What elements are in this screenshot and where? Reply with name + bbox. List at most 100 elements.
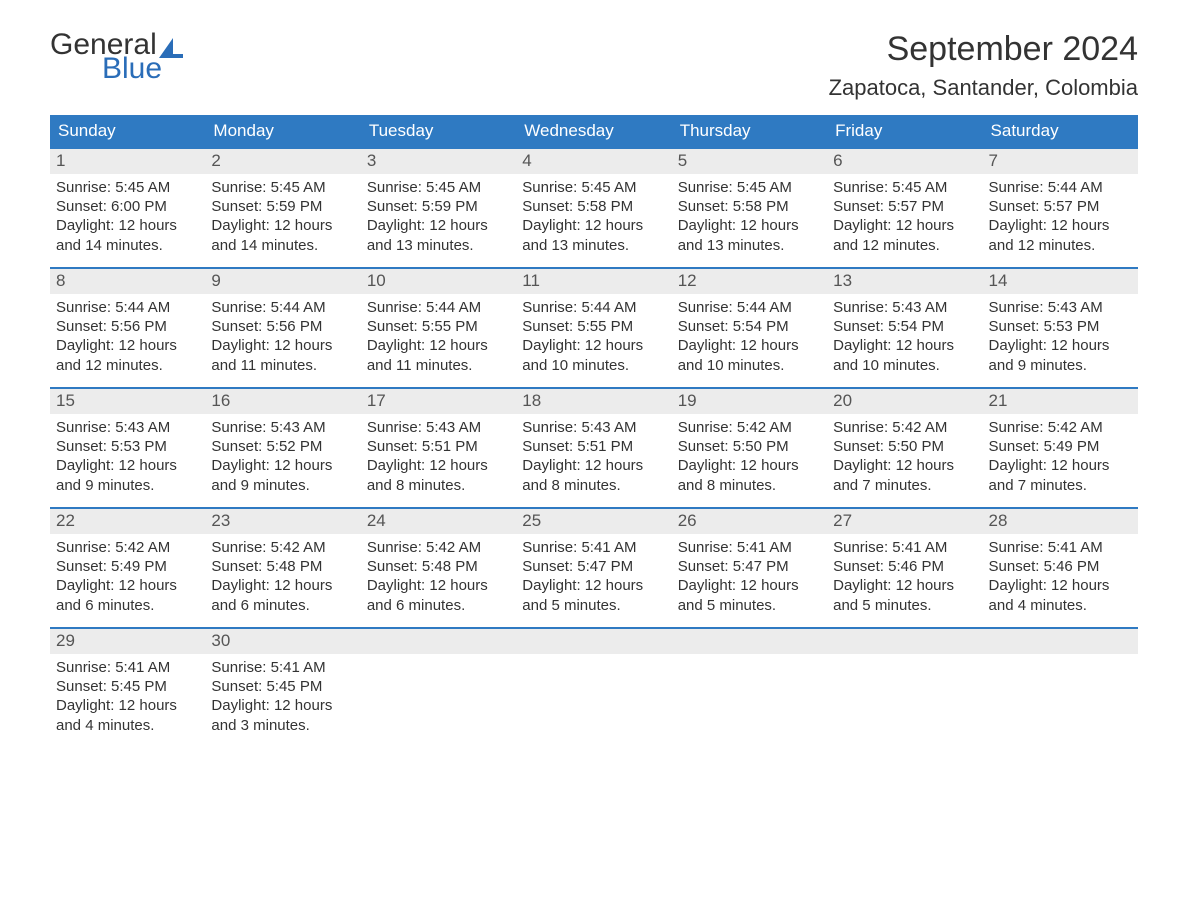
day-body: Sunrise: 5:42 AM Sunset: 5:50 PM Dayligh… bbox=[827, 414, 982, 495]
sunset-text: Sunset: 5:57 PM bbox=[989, 197, 1132, 216]
sunset-text: Sunset: 5:47 PM bbox=[678, 557, 821, 576]
daylight-text-1: Daylight: 12 hours bbox=[989, 336, 1132, 355]
sunset-text: Sunset: 5:46 PM bbox=[989, 557, 1132, 576]
day-number: 6 bbox=[827, 149, 982, 174]
daylight-text-2: and 12 minutes. bbox=[56, 356, 199, 375]
day-body: Sunrise: 5:44 AM Sunset: 5:56 PM Dayligh… bbox=[50, 294, 205, 375]
day-cell: 27 Sunrise: 5:41 AM Sunset: 5:46 PM Dayl… bbox=[827, 509, 982, 627]
day-cell: 14 Sunrise: 5:43 AM Sunset: 5:53 PM Dayl… bbox=[983, 269, 1138, 387]
day-body: Sunrise: 5:43 AM Sunset: 5:53 PM Dayligh… bbox=[50, 414, 205, 495]
sunrise-text: Sunrise: 5:44 AM bbox=[367, 298, 510, 317]
day-cell: 25 Sunrise: 5:41 AM Sunset: 5:47 PM Dayl… bbox=[516, 509, 671, 627]
sunrise-text: Sunrise: 5:41 AM bbox=[522, 538, 665, 557]
sunset-text: Sunset: 5:52 PM bbox=[211, 437, 354, 456]
daylight-text-2: and 11 minutes. bbox=[367, 356, 510, 375]
daylight-text-2: and 5 minutes. bbox=[678, 596, 821, 615]
dow-cell: Monday bbox=[205, 115, 360, 147]
day-cell: 11 Sunrise: 5:44 AM Sunset: 5:55 PM Dayl… bbox=[516, 269, 671, 387]
sunset-text: Sunset: 5:48 PM bbox=[367, 557, 510, 576]
daylight-text-1: Daylight: 12 hours bbox=[833, 576, 976, 595]
day-number: 20 bbox=[827, 389, 982, 414]
calendar: Sunday Monday Tuesday Wednesday Thursday… bbox=[50, 115, 1138, 747]
day-number: 28 bbox=[983, 509, 1138, 534]
day-number: 13 bbox=[827, 269, 982, 294]
sunset-text: Sunset: 5:57 PM bbox=[833, 197, 976, 216]
daylight-text-2: and 10 minutes. bbox=[833, 356, 976, 375]
daylight-text-1: Daylight: 12 hours bbox=[989, 576, 1132, 595]
daylight-text-2: and 13 minutes. bbox=[522, 236, 665, 255]
week-row: 15 Sunrise: 5:43 AM Sunset: 5:53 PM Dayl… bbox=[50, 387, 1138, 507]
sunrise-text: Sunrise: 5:43 AM bbox=[367, 418, 510, 437]
day-body: Sunrise: 5:41 AM Sunset: 5:46 PM Dayligh… bbox=[827, 534, 982, 615]
daylight-text-2: and 8 minutes. bbox=[367, 476, 510, 495]
day-cell-empty bbox=[827, 629, 982, 747]
day-cell: 30 Sunrise: 5:41 AM Sunset: 5:45 PM Dayl… bbox=[205, 629, 360, 747]
sunrise-text: Sunrise: 5:45 AM bbox=[367, 178, 510, 197]
daylight-text-1: Daylight: 12 hours bbox=[367, 336, 510, 355]
day-cell: 22 Sunrise: 5:42 AM Sunset: 5:49 PM Dayl… bbox=[50, 509, 205, 627]
sunset-text: Sunset: 5:49 PM bbox=[56, 557, 199, 576]
day-number: 25 bbox=[516, 509, 671, 534]
sunset-text: Sunset: 5:49 PM bbox=[989, 437, 1132, 456]
day-number: 21 bbox=[983, 389, 1138, 414]
daylight-text-1: Daylight: 12 hours bbox=[56, 456, 199, 475]
daylight-text-1: Daylight: 12 hours bbox=[211, 576, 354, 595]
day-number: 18 bbox=[516, 389, 671, 414]
daylight-text-2: and 13 minutes. bbox=[678, 236, 821, 255]
day-body: Sunrise: 5:41 AM Sunset: 5:47 PM Dayligh… bbox=[672, 534, 827, 615]
day-body: Sunrise: 5:45 AM Sunset: 5:57 PM Dayligh… bbox=[827, 174, 982, 255]
day-body: Sunrise: 5:45 AM Sunset: 5:59 PM Dayligh… bbox=[361, 174, 516, 255]
day-number: 16 bbox=[205, 389, 360, 414]
sunrise-text: Sunrise: 5:42 AM bbox=[367, 538, 510, 557]
day-number bbox=[516, 629, 671, 654]
week-row: 29 Sunrise: 5:41 AM Sunset: 5:45 PM Dayl… bbox=[50, 627, 1138, 747]
day-cell: 10 Sunrise: 5:44 AM Sunset: 5:55 PM Dayl… bbox=[361, 269, 516, 387]
daylight-text-1: Daylight: 12 hours bbox=[211, 336, 354, 355]
day-body: Sunrise: 5:44 AM Sunset: 5:54 PM Dayligh… bbox=[672, 294, 827, 375]
sunset-text: Sunset: 5:46 PM bbox=[833, 557, 976, 576]
day-cell-empty bbox=[983, 629, 1138, 747]
daylight-text-1: Daylight: 12 hours bbox=[833, 216, 976, 235]
daylight-text-2: and 8 minutes. bbox=[522, 476, 665, 495]
day-cell-empty bbox=[516, 629, 671, 747]
daylight-text-2: and 9 minutes. bbox=[989, 356, 1132, 375]
day-number: 12 bbox=[672, 269, 827, 294]
sunrise-text: Sunrise: 5:45 AM bbox=[56, 178, 199, 197]
day-body: Sunrise: 5:45 AM Sunset: 5:58 PM Dayligh… bbox=[672, 174, 827, 255]
day-cell: 21 Sunrise: 5:42 AM Sunset: 5:49 PM Dayl… bbox=[983, 389, 1138, 507]
daylight-text-2: and 12 minutes. bbox=[989, 236, 1132, 255]
sunrise-text: Sunrise: 5:44 AM bbox=[522, 298, 665, 317]
day-number bbox=[827, 629, 982, 654]
sunrise-text: Sunrise: 5:42 AM bbox=[989, 418, 1132, 437]
daylight-text-2: and 7 minutes. bbox=[833, 476, 976, 495]
day-cell-empty bbox=[361, 629, 516, 747]
day-body: Sunrise: 5:42 AM Sunset: 5:50 PM Dayligh… bbox=[672, 414, 827, 495]
sunrise-text: Sunrise: 5:41 AM bbox=[989, 538, 1132, 557]
sunset-text: Sunset: 5:50 PM bbox=[833, 437, 976, 456]
day-body: Sunrise: 5:45 AM Sunset: 5:59 PM Dayligh… bbox=[205, 174, 360, 255]
sunrise-text: Sunrise: 5:41 AM bbox=[211, 658, 354, 677]
day-cell: 8 Sunrise: 5:44 AM Sunset: 5:56 PM Dayli… bbox=[50, 269, 205, 387]
brand-logo: General Blue bbox=[50, 30, 183, 84]
day-number: 30 bbox=[205, 629, 360, 654]
daylight-text-1: Daylight: 12 hours bbox=[211, 456, 354, 475]
daylight-text-2: and 10 minutes. bbox=[522, 356, 665, 375]
day-body: Sunrise: 5:41 AM Sunset: 5:47 PM Dayligh… bbox=[516, 534, 671, 615]
daylight-text-2: and 10 minutes. bbox=[678, 356, 821, 375]
day-number: 14 bbox=[983, 269, 1138, 294]
dow-cell: Sunday bbox=[50, 115, 205, 147]
daylight-text-2: and 6 minutes. bbox=[367, 596, 510, 615]
week-row: 1 Sunrise: 5:45 AM Sunset: 6:00 PM Dayli… bbox=[50, 147, 1138, 267]
day-cell: 19 Sunrise: 5:42 AM Sunset: 5:50 PM Dayl… bbox=[672, 389, 827, 507]
day-number: 10 bbox=[361, 269, 516, 294]
day-body: Sunrise: 5:42 AM Sunset: 5:48 PM Dayligh… bbox=[361, 534, 516, 615]
day-cell: 13 Sunrise: 5:43 AM Sunset: 5:54 PM Dayl… bbox=[827, 269, 982, 387]
daylight-text-1: Daylight: 12 hours bbox=[989, 456, 1132, 475]
sunrise-text: Sunrise: 5:45 AM bbox=[833, 178, 976, 197]
sunset-text: Sunset: 6:00 PM bbox=[56, 197, 199, 216]
daylight-text-2: and 4 minutes. bbox=[989, 596, 1132, 615]
sunrise-text: Sunrise: 5:44 AM bbox=[678, 298, 821, 317]
daylight-text-2: and 8 minutes. bbox=[678, 476, 821, 495]
dow-cell: Saturday bbox=[983, 115, 1138, 147]
sunset-text: Sunset: 5:58 PM bbox=[522, 197, 665, 216]
